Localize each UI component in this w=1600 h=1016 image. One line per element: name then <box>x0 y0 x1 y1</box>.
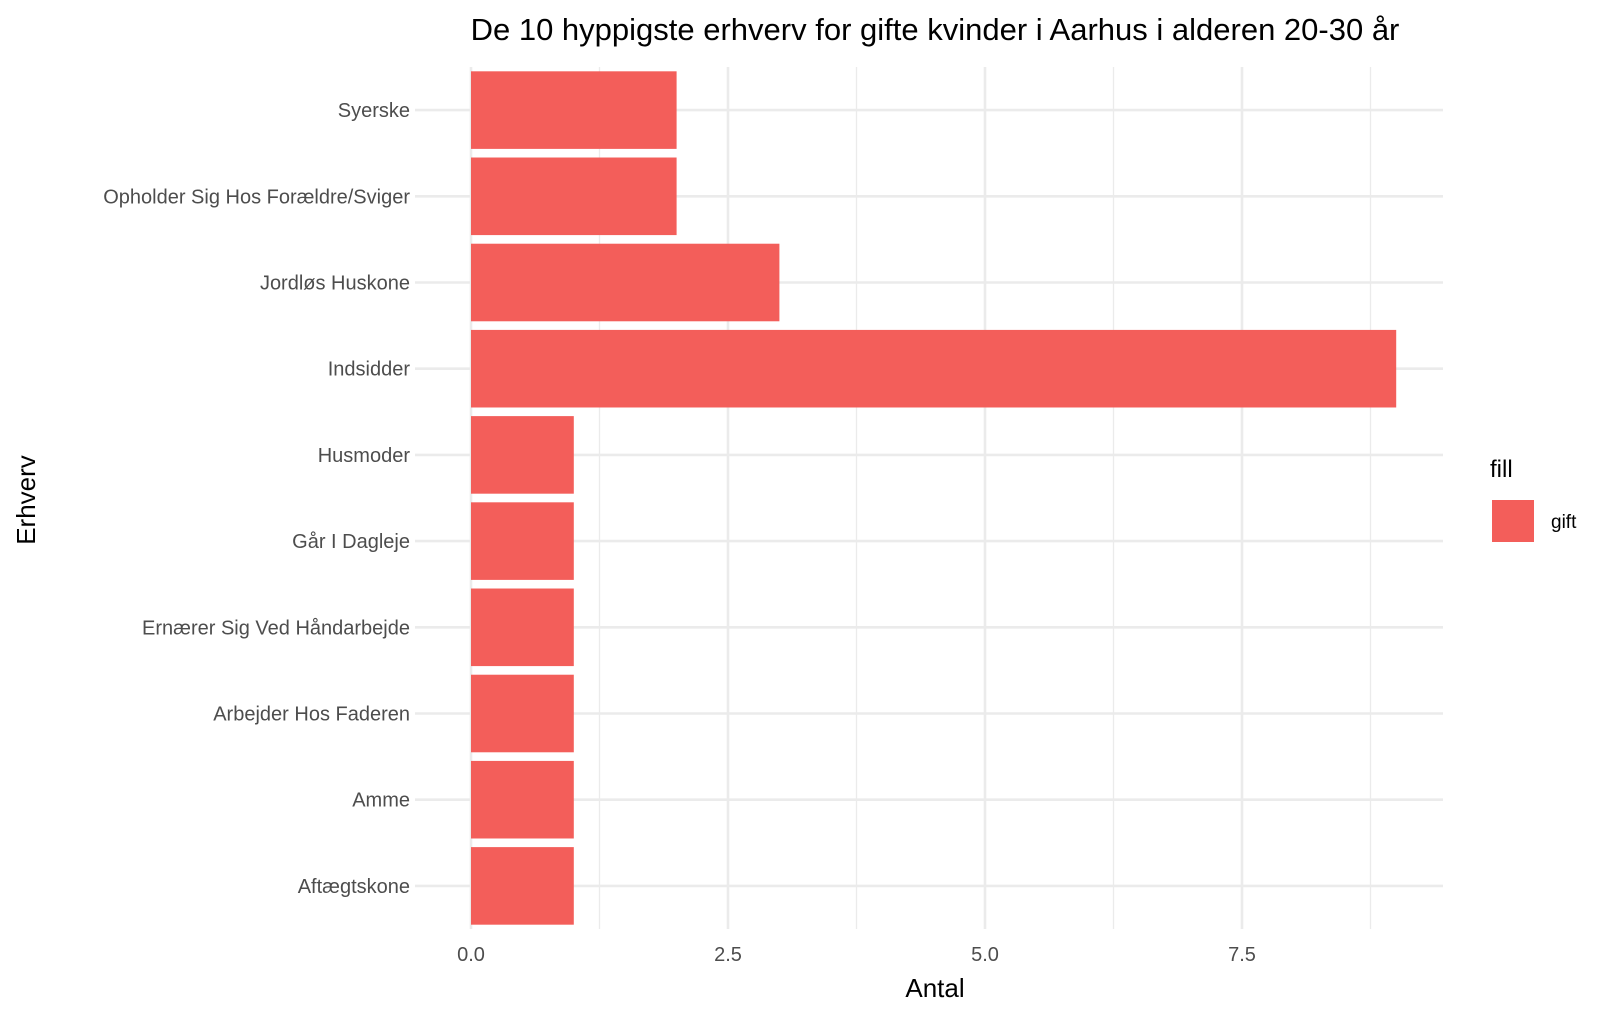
bar-amme <box>471 760 574 839</box>
x-tick-label: 5.0 <box>971 944 999 966</box>
x-tick-label: 2.5 <box>714 944 742 966</box>
grid <box>415 67 1443 929</box>
y-tick-label: Amme <box>352 790 410 812</box>
x-tick-label: 0.0 <box>457 944 485 966</box>
bar-arbejder-hos-faderen <box>471 674 574 753</box>
bar-husmoder <box>471 416 574 494</box>
y-axis-title: Erhverv <box>11 455 41 545</box>
y-tick-label: Aftægtskone <box>298 876 410 898</box>
y-tick-label: Jordløs Huskone <box>260 273 410 295</box>
x-axis-tick-labels: 0.0 2.5 5.0 7.5 <box>457 944 1256 966</box>
y-tick-label: Arbejder Hos Faderen <box>213 704 410 726</box>
bar-jordløs-huskone <box>471 243 780 322</box>
bar-syerske <box>471 71 677 149</box>
y-tick-label: Ernærer Sig Ved Håndarbejde <box>142 617 410 639</box>
y-tick-label: Indsidder <box>328 359 411 381</box>
legend: fill gift <box>1490 456 1577 542</box>
y-tick-label: Syerske <box>338 100 410 122</box>
bar-går-i-dagleje <box>471 502 574 580</box>
bar-ernærer-sig-ved-håndarbejde <box>471 588 574 667</box>
x-axis-title: Antal <box>905 973 964 1003</box>
y-tick-label: Opholder Sig Hos Forældre/Sviger <box>103 186 410 208</box>
legend-title: fill <box>1490 456 1513 483</box>
y-tick-label: Husmoder <box>318 445 411 467</box>
bar-aftægtskone <box>471 847 574 925</box>
y-tick-label: Går I Dagleje <box>292 531 410 553</box>
legend-key-gift <box>1492 500 1534 542</box>
y-axis-tick-labels: Aftægtskone Amme Arbejder Hos Faderen Ernær… <box>103 100 410 898</box>
legend-label-gift: gift <box>1551 512 1577 533</box>
bars <box>471 71 1397 925</box>
bar-indsidder <box>471 329 1397 408</box>
bar-opholder-sig-hos-forældre-sviger <box>471 157 677 236</box>
chart-title: De 10 hyppigste erhverv for gifte kvinde… <box>471 12 1400 47</box>
x-tick-label: 7.5 <box>1228 944 1256 966</box>
